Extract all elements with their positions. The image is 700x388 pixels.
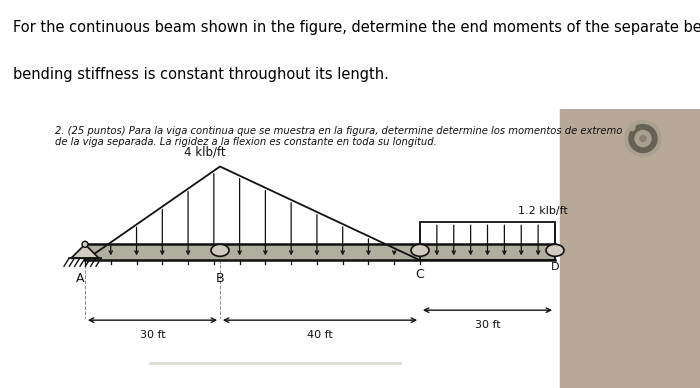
Circle shape	[629, 125, 657, 152]
Ellipse shape	[411, 244, 429, 256]
Text: bending stiffness is constant throughout its length.: bending stiffness is constant throughout…	[13, 68, 389, 82]
Text: 30 ft: 30 ft	[475, 320, 500, 330]
Circle shape	[629, 125, 635, 131]
Circle shape	[635, 131, 651, 147]
Bar	[560, 109, 700, 388]
Text: For the continuous beam shown in the figure, determine the end moments of the se: For the continuous beam shown in the fig…	[13, 19, 700, 35]
Text: A: A	[76, 272, 84, 285]
Text: 2. (25 puntos) Para la viga continua que se muestra en la figura, determine dete: 2. (25 puntos) Para la viga continua que…	[55, 126, 622, 135]
Text: de la viga separada. La rigidez a la flexion es constante en toda su longitud.: de la viga separada. La rigidez a la fle…	[55, 137, 437, 147]
Text: 4 klb/ft: 4 klb/ft	[184, 146, 226, 159]
Circle shape	[82, 241, 88, 247]
Ellipse shape	[211, 244, 229, 256]
Circle shape	[625, 121, 661, 156]
Bar	[420, 222, 555, 260]
Text: 30 ft: 30 ft	[140, 330, 165, 340]
Polygon shape	[71, 244, 99, 258]
Bar	[85, 244, 555, 260]
Text: B: B	[216, 272, 224, 285]
Text: 1.2 klb/ft: 1.2 klb/ft	[517, 206, 568, 217]
Text: C: C	[416, 268, 424, 281]
Ellipse shape	[546, 244, 564, 256]
Text: 40 ft: 40 ft	[307, 330, 333, 340]
Circle shape	[640, 135, 646, 142]
Text: D: D	[551, 262, 559, 272]
